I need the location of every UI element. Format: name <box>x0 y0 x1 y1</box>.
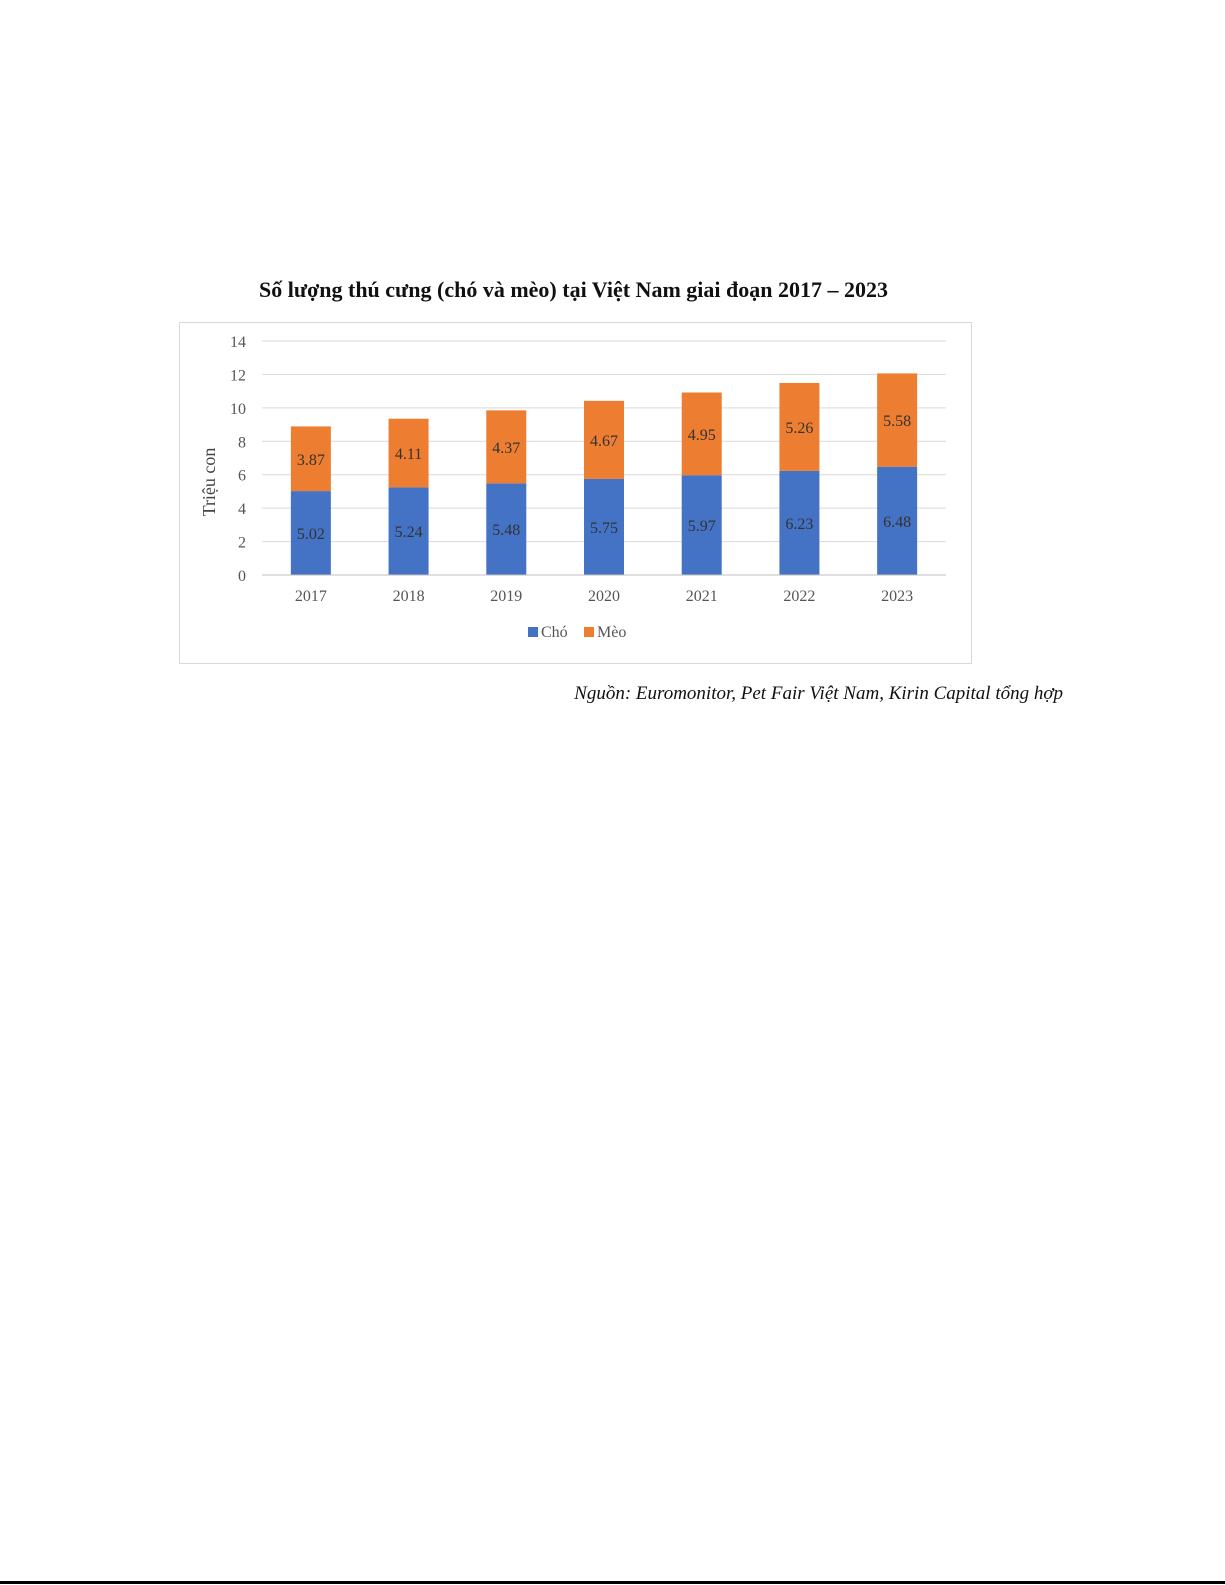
x-tick-label: 2019 <box>490 588 522 605</box>
data-label: 5.75 <box>590 520 618 537</box>
data-label: 5.48 <box>492 522 520 539</box>
legend-swatch-cho <box>528 627 538 637</box>
bar-meo-2019 <box>486 410 527 484</box>
x-tick-label: 2022 <box>783 588 815 605</box>
bar-cho-2019 <box>486 483 527 575</box>
bar-meo-2020 <box>584 400 624 479</box>
data-label: 5.26 <box>785 420 813 437</box>
bar-cho-2023 <box>877 466 918 575</box>
legend: Chó Mèo <box>528 624 626 641</box>
data-labels: 5.02 3.87 5.24 4.11 5.48 4.37 5.75 4.67 5.97 4.95… <box>297 413 911 543</box>
x-tick-label: 2021 <box>686 588 718 605</box>
data-label: 5.97 <box>688 518 716 535</box>
bar-meo-2022 <box>779 382 820 471</box>
legend-label: Mèo <box>597 624 626 641</box>
x-tick-label: 2020 <box>588 588 620 605</box>
chart-frame: 0 2 4 6 8 10 12 14 5.02 3.87 5.24 4.11 5.48 4.37 5.75… <box>179 322 972 664</box>
data-label: 5.24 <box>395 524 423 541</box>
y-axis-ticks: 0 2 4 6 8 10 12 14 <box>230 334 246 585</box>
data-label: 6.23 <box>785 516 813 533</box>
data-label: 4.95 <box>688 427 716 444</box>
bar-meo-2021 <box>681 392 722 476</box>
bar-meo-2023 <box>877 373 918 467</box>
y-tick-label: 0 <box>238 568 246 585</box>
data-label: 5.02 <box>297 526 325 543</box>
bar-cho-2017 <box>290 491 331 575</box>
y-tick-label: 6 <box>238 468 246 485</box>
data-label: 3.87 <box>297 452 325 469</box>
x-tick-label: 2018 <box>393 588 425 605</box>
data-label: 4.11 <box>395 446 422 463</box>
x-tick-label: 2017 <box>295 588 327 605</box>
source-note: Nguồn: Euromonitor, Pet Fair Việt Nam, K… <box>574 683 1063 704</box>
data-label: 6.48 <box>883 514 911 531</box>
x-axis-ticks: 2017 2018 2019 2020 2021 2022 2023 <box>262 574 946 605</box>
data-label: 4.67 <box>590 433 618 450</box>
y-tick-label: 2 <box>238 535 246 552</box>
data-label: 4.37 <box>492 440 520 457</box>
y-tick-label: 12 <box>230 367 246 384</box>
y-tick-label: 10 <box>230 401 246 418</box>
bar-cho-2021 <box>681 475 722 575</box>
bar-meo-2018 <box>388 418 429 488</box>
x-tick-label: 2023 <box>881 588 913 605</box>
page-bottom-rule <box>0 1581 1225 1584</box>
legend-label: Chó <box>541 624 568 641</box>
y-axis-label: Triệu con <box>199 448 219 517</box>
bar-cho-2022 <box>779 470 820 575</box>
bar-meo-2017 <box>290 426 331 492</box>
stacked-bar-chart: 0 2 4 6 8 10 12 14 5.02 3.87 5.24 4.11 5.48 4.37 5.75… <box>199 334 946 641</box>
y-tick-label: 4 <box>238 501 246 518</box>
y-tick-label: 8 <box>238 434 246 451</box>
legend-swatch-meo <box>584 627 594 637</box>
bar-cho-2020 <box>584 478 624 575</box>
bars <box>290 373 918 575</box>
data-label: 5.58 <box>883 413 911 430</box>
bar-cho-2018 <box>388 487 429 575</box>
chart-title: Số lượng thú cưng (chó và mèo) tại Việt … <box>259 277 888 302</box>
y-tick-label: 14 <box>230 334 246 351</box>
